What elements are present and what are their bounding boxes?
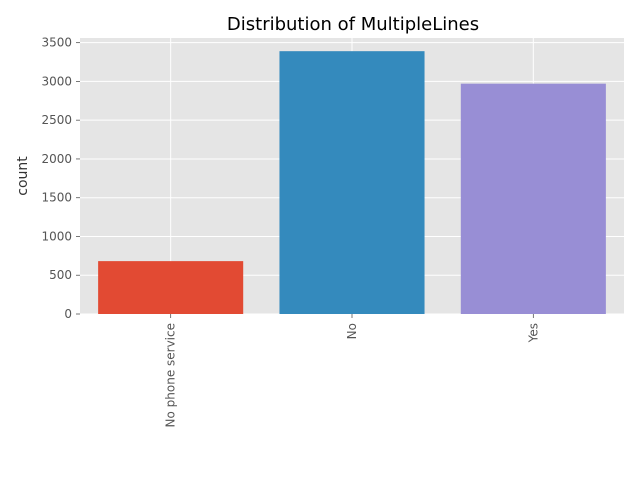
- bar-no: [279, 51, 425, 314]
- y-tick-label: 3500: [41, 36, 72, 50]
- bars: [98, 51, 606, 314]
- x-tick-label: No: [345, 323, 359, 339]
- y-tick-label: 500: [49, 268, 72, 282]
- y-tick-label: 2000: [41, 152, 72, 166]
- y-axis-ticks: 0 500 1000 1500 2000 2500 3000 3500: [41, 36, 80, 321]
- y-tick-label: 1000: [41, 229, 72, 243]
- bar-yes: [460, 83, 606, 314]
- x-tick-label: Yes: [526, 323, 540, 343]
- y-tick-label: 2500: [41, 113, 72, 127]
- y-tick-label: 0: [64, 307, 72, 321]
- y-axis-label: count: [15, 156, 31, 196]
- chart-title: Distribution of MultipleLines: [227, 14, 479, 35]
- bar-no-phone-service: [98, 261, 244, 314]
- y-tick-label: 3000: [41, 74, 72, 88]
- y-tick-label: 1500: [41, 191, 72, 205]
- x-axis-ticks: No phone service No Yes: [164, 314, 540, 427]
- x-tick-label: No phone service: [164, 323, 178, 427]
